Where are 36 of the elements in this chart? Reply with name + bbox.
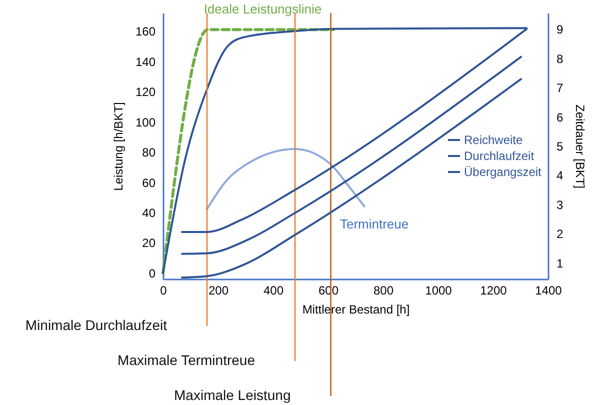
y2-tick-label: 4 (556, 168, 564, 183)
series-label: Ideale Leistungslinie (204, 2, 322, 17)
x-tick-label: 800 (373, 284, 394, 298)
y2-tick-label: 6 (556, 110, 564, 124)
ref-line-label: Maximale Termintreue (118, 352, 256, 368)
y-axis-title: Leistung [h/BKT] (111, 102, 126, 191)
y-tick-label: 20 (142, 236, 156, 250)
series-label: Termintreue (340, 216, 409, 232)
y2-tick-label: 8 (556, 52, 564, 66)
line-series (206, 148, 366, 210)
y-tick-label: 80 (142, 146, 156, 160)
y-tick-label: 0 (148, 266, 156, 280)
x-tick-label: 1400 (535, 284, 562, 298)
y-tick-label: 140 (135, 54, 156, 69)
legend-label: Durchlaufzeit (464, 149, 535, 163)
y2-tick-label: 5 (556, 140, 564, 154)
y-tick-label: 40 (142, 206, 156, 220)
x-tick-label: 400 (263, 284, 284, 298)
y-tick-label: 100 (135, 115, 156, 130)
legend-label: Übergangszeit (464, 165, 542, 179)
y2-tick-label: 1 (556, 256, 564, 270)
ref-line-label: Minimale Durchlaufzeit (25, 317, 168, 333)
y2-tick-label: 2 (556, 227, 564, 242)
ref-line-label: Maximale Leistung (174, 387, 291, 403)
y2-tick-label: 7 (556, 81, 564, 96)
y2-axis-title: Zeitdauer [BKT] (573, 104, 588, 189)
y-tick-label: 120 (135, 85, 156, 100)
x-tick-label: 1000 (425, 284, 452, 298)
y-tick-label: 60 (142, 176, 156, 190)
x-tick-label: 0 (160, 284, 168, 298)
y-tick-label: 160 (135, 24, 156, 39)
x-tick-label: 200 (208, 284, 229, 298)
y2-tick-label: 3 (556, 198, 564, 212)
y2-tick-label: 9 (556, 22, 564, 37)
x-tick-label: 1200 (480, 284, 508, 298)
legend-label: Reichweite (464, 133, 524, 147)
